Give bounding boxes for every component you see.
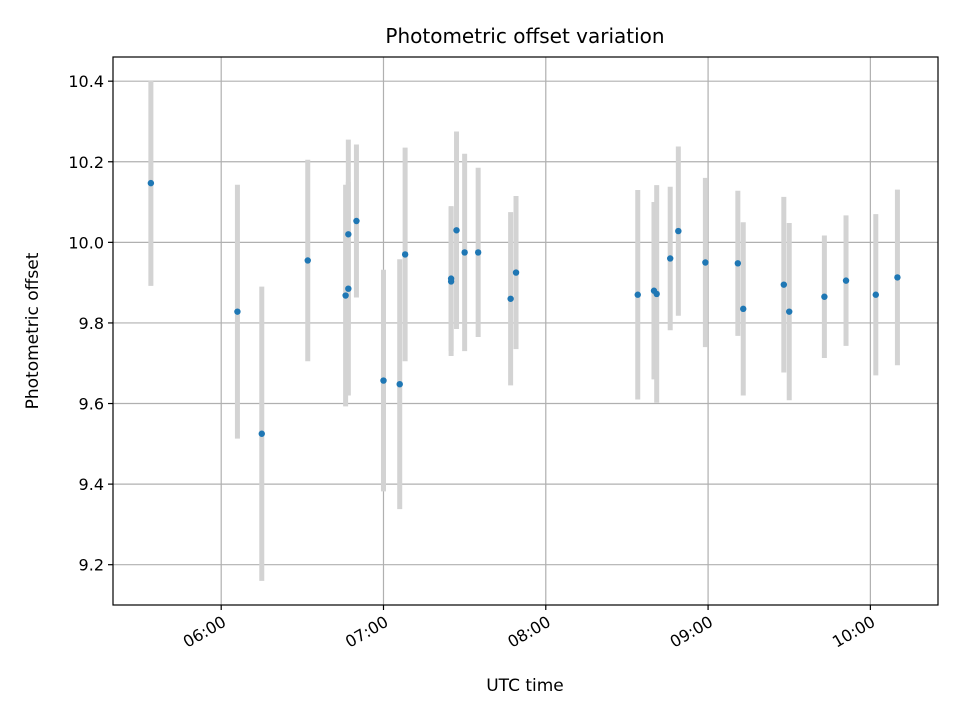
data-point-26 <box>780 281 788 288</box>
y-tick-label-1: 9.4 <box>79 475 104 494</box>
data-point-25 <box>740 305 747 313</box>
data-point-20 <box>653 290 660 298</box>
data-point-1 <box>234 308 241 315</box>
y-axis-label: Photometric offset <box>23 252 43 409</box>
data-point-5 <box>345 285 352 292</box>
y-tick-label-0: 9.2 <box>79 556 104 575</box>
y-tick-label-2: 9.6 <box>79 395 104 414</box>
y-tick-label-5: 10.2 <box>68 153 104 172</box>
y-tick-label-4: 10.0 <box>68 233 104 252</box>
x-axis-label: UTC time <box>486 676 564 696</box>
data-point-16 <box>507 295 514 302</box>
data-point-12 <box>447 275 455 282</box>
data-point-14 <box>461 249 468 256</box>
data-point-29 <box>842 277 850 284</box>
plot-frame <box>112 56 939 606</box>
data-point-6 <box>345 231 352 238</box>
data-point-0 <box>147 179 155 187</box>
data-point-31 <box>894 274 901 281</box>
data-point-27 <box>786 308 793 315</box>
grid-lines <box>113 57 938 605</box>
data-point-13 <box>453 227 460 234</box>
y-axis-ticks: 9.2 9.4 9.6 9.8 10.0 10.2 10.4 <box>68 72 113 575</box>
data-point-28 <box>821 293 828 300</box>
chart-title: Photometric offset variation <box>385 24 664 48</box>
data-point-9 <box>396 380 403 388</box>
data-point-21 <box>667 255 674 262</box>
data-point-23 <box>702 259 709 266</box>
data-point-4 <box>342 292 349 299</box>
data-point-10 <box>401 251 409 258</box>
data-point-8 <box>380 377 387 384</box>
data-point-24 <box>734 260 742 267</box>
data-point-7 <box>353 217 360 225</box>
data-point-17 <box>512 269 520 276</box>
data-point-18 <box>634 291 641 298</box>
data-point-30 <box>872 291 879 298</box>
data-point-22 <box>675 227 682 235</box>
y-tick-label-3: 9.8 <box>79 314 104 333</box>
y-tick-label-6: 10.4 <box>68 72 104 91</box>
data-point-3 <box>304 257 311 264</box>
data-point-2 <box>258 430 265 437</box>
data-point-15 <box>474 249 482 256</box>
data-points <box>147 179 901 437</box>
